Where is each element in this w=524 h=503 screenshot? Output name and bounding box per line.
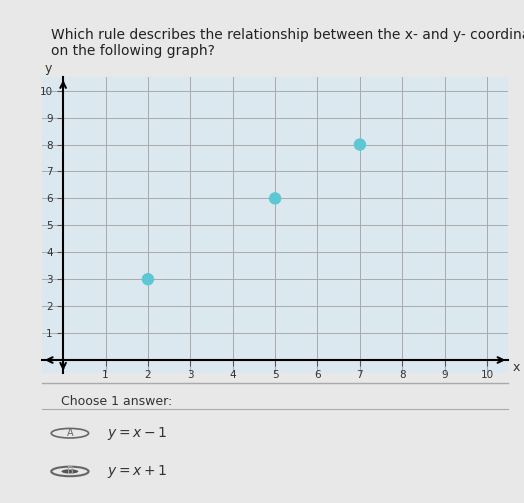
- Text: B: B: [67, 466, 73, 476]
- Text: $y = x - 1$: $y = x - 1$: [107, 425, 168, 442]
- Text: Choose 1 answer:: Choose 1 answer:: [61, 395, 172, 408]
- Circle shape: [61, 469, 78, 474]
- Text: x: x: [513, 361, 520, 374]
- Text: Which rule describes the relationship between the x- and y- coordinates
on the f: Which rule describes the relationship be…: [51, 28, 524, 58]
- Point: [356, 140, 364, 148]
- Text: A: A: [67, 428, 73, 438]
- Text: y: y: [45, 62, 52, 75]
- Point: [271, 194, 279, 202]
- Point: [144, 275, 152, 283]
- Text: $y = x + 1$: $y = x + 1$: [107, 463, 168, 480]
